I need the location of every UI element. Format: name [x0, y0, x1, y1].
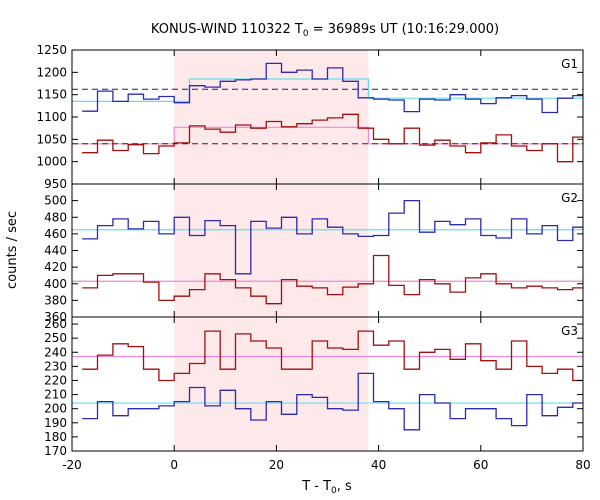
- g2-y-tick-label: 400: [44, 277, 67, 291]
- g2-y-tick-label: 420: [44, 260, 67, 274]
- x-tick-label: 20: [269, 458, 284, 472]
- g3-y-tick-label: 240: [44, 345, 67, 359]
- g2-red-series: [82, 254, 583, 305]
- x-tick-label: -20: [62, 458, 82, 472]
- g1-y-tick-label: 1150: [36, 88, 67, 102]
- g2-y-tick-label: 360: [44, 310, 67, 324]
- g1-panel-label: G1: [561, 57, 578, 71]
- g3-y-tick-label: 260: [44, 317, 67, 331]
- g3-red-series: [82, 330, 583, 382]
- g2-y-tick-label: 380: [44, 293, 67, 307]
- g3-y-tick-label: 190: [44, 416, 67, 430]
- x-tick-label: 40: [371, 458, 386, 472]
- g3-y-tick-label: 230: [44, 359, 67, 373]
- g3-blue-series: [82, 372, 583, 431]
- g2-panel-label: G2: [561, 191, 578, 205]
- g1-blue-series: [82, 62, 583, 114]
- shaded-interval: [174, 50, 369, 451]
- g1-y-tick-label: 1200: [36, 65, 67, 79]
- g1-y-tick-label: 1250: [36, 43, 67, 57]
- g3-panel-label: G3: [561, 324, 578, 338]
- g2-y-tick-label: 500: [44, 194, 67, 208]
- g1-y-tick-label: 1100: [36, 110, 67, 124]
- g1-y-tick-label: 1050: [36, 132, 67, 146]
- g2-y-tick-label: 460: [44, 227, 67, 241]
- g3-y-tick-label: 250: [44, 331, 67, 345]
- g2-y-tick-label: 440: [44, 244, 67, 258]
- g3-y-tick-label: 220: [44, 373, 67, 387]
- g3-y-tick-label: 210: [44, 388, 67, 402]
- g1-red-series: [82, 113, 583, 163]
- g3-y-tick-label: 200: [44, 402, 67, 416]
- x-tick-label: 80: [575, 458, 590, 472]
- x-tick-label: 0: [170, 458, 178, 472]
- g1-blue-fit: [72, 78, 583, 102]
- x-tick-label: 60: [473, 458, 488, 472]
- g2-y-tick-label: 480: [44, 210, 67, 224]
- y-axis-label: counts / sec: [5, 211, 20, 289]
- g1-y-tick-label: 950: [44, 177, 67, 191]
- g3-y-tick-label: 180: [44, 430, 67, 444]
- x-axis-label: T - T0, s: [301, 479, 352, 496]
- chart-title: KONUS-WIND 110322 T0 = 36989s UT (10:16:…: [151, 22, 499, 39]
- g2-blue-series: [82, 199, 583, 275]
- g1-y-tick-label: 1000: [36, 155, 67, 169]
- g3-panel-frame: [71, 316, 584, 452]
- g3-y-tick-label: 170: [44, 444, 67, 458]
